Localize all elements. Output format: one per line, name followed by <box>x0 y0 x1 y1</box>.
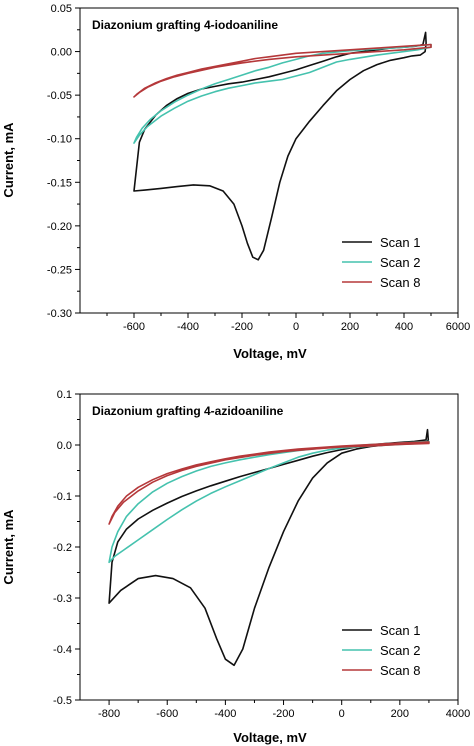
x-tick-label: -600 <box>123 321 145 333</box>
chart-iodoaniline: -600 -400 -200 0 200 400 6000 0.05 0.00 -0.05 -0.1… <box>1 3 470 361</box>
x-tick-label: -200 <box>273 708 295 720</box>
x-axis-label: Voltage, mV <box>233 346 307 361</box>
legend: Scan 1 Scan 2 Scan 8 <box>342 235 420 290</box>
x-tick-label: -400 <box>214 708 236 720</box>
chart-title: Diazonium grafting 4-azidoaniline <box>92 404 284 418</box>
y-tick-label: -0.25 <box>47 264 72 276</box>
y-axis-label: Current, mA <box>1 122 16 198</box>
legend-label-scan-1: Scan 1 <box>380 235 420 250</box>
x-tick-label: -800 <box>98 708 120 720</box>
series-line-scan-2 <box>133 43 432 144</box>
chart-azidoaniline: -800 -600 -400 -200 0 200 4000 0.1 0.0 -0.1 -0.2 -0… <box>1 389 470 745</box>
series-line-scan-8 <box>133 43 432 98</box>
y-tick-label: -0.2 <box>53 542 72 554</box>
y-axis-label: Current, mA <box>1 509 16 585</box>
x-tick-label: -200 <box>231 321 253 333</box>
y-tick-label: -0.5 <box>53 695 72 707</box>
legend-label-scan-2: Scan 2 <box>380 643 420 658</box>
y-tick-label: -0.05 <box>47 90 72 102</box>
x-tick-label: 400 <box>395 321 413 333</box>
x-tick-label: 0 <box>293 321 299 333</box>
y-tick-label: 0.1 <box>57 389 72 401</box>
x-tick-label: 200 <box>341 321 359 333</box>
series-line-scan-1 <box>133 31 427 261</box>
y-tick-label: -0.10 <box>47 134 72 146</box>
y-tick-label: -0.20 <box>47 221 72 233</box>
y-tick-label: 0.00 <box>51 47 72 59</box>
y-tick-label: -0.4 <box>53 644 72 656</box>
x-axis-label: Voltage, mV <box>233 730 307 745</box>
x-tick-label: 6000 <box>446 321 470 333</box>
legend-label-scan-2: Scan 2 <box>380 255 420 270</box>
series-layer <box>133 31 432 261</box>
legend: Scan 1 Scan 2 Scan 8 <box>342 623 420 678</box>
y-tick-label: -0.1 <box>53 491 72 503</box>
x-tick-label: -400 <box>177 321 199 333</box>
y-tick-label: -0.30 <box>47 308 72 320</box>
x-tick-label: 200 <box>391 708 409 720</box>
x-tick-label: -600 <box>156 708 178 720</box>
chart-title: Diazonium grafting 4-iodoaniline <box>92 18 278 32</box>
series-line-scan-2 <box>108 440 430 564</box>
x-tick-label: 0 <box>339 708 345 720</box>
series-line-scan-8 <box>108 441 430 525</box>
legend-label-scan-8: Scan 8 <box>380 275 420 290</box>
legend-label-scan-8: Scan 8 <box>380 663 420 678</box>
y-tick-label: 0.05 <box>51 3 72 15</box>
series-line-scan-1 <box>108 428 430 667</box>
series-layer <box>108 428 430 667</box>
legend-label-scan-1: Scan 1 <box>380 623 420 638</box>
y-tick-label: -0.15 <box>47 177 72 189</box>
axis-ticks: -800 -600 -400 -200 0 200 4000 0.1 0.0 -0.1 -0.2 -0… <box>53 389 470 720</box>
y-tick-label: -0.3 <box>53 593 72 605</box>
x-tick-label: 4000 <box>446 708 470 720</box>
y-tick-label: 0.0 <box>57 440 72 452</box>
axis-ticks: -600 -400 -200 0 200 400 6000 0.05 0.00 -0.05 -0.1… <box>47 3 470 333</box>
